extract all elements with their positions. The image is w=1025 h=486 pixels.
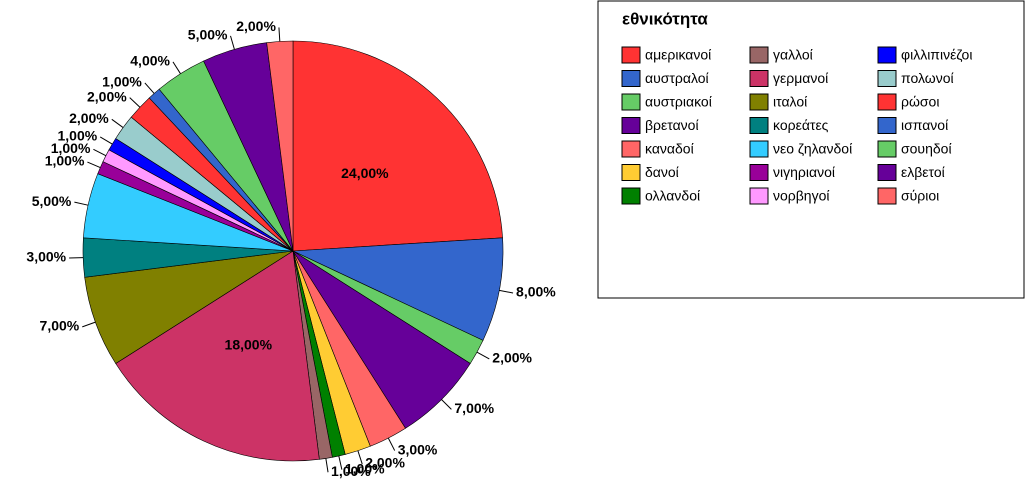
legend-label: πολωνοί — [901, 70, 954, 86]
legend-swatch — [749, 70, 769, 87]
leader-line — [111, 118, 124, 128]
pie-slice — [292, 237, 504, 341]
legend-label: ρώσοι — [901, 94, 939, 110]
data-label: 18,00% — [225, 337, 273, 353]
legend-swatch — [621, 187, 641, 205]
data-label: 1,00% — [51, 140, 91, 156]
data-label: 2,00% — [236, 18, 276, 34]
leader-line — [82, 321, 96, 328]
legend-label: αμερικανοί — [645, 47, 711, 63]
legend-label: νορβηγοί — [773, 188, 830, 204]
data-label: 2,00% — [69, 110, 109, 126]
leader-line — [129, 97, 141, 108]
legend-label: γαλλοί — [773, 47, 813, 63]
legend-swatch — [749, 187, 769, 205]
legend-box — [597, 0, 1025, 299]
leader-line — [325, 458, 329, 473]
legend-label: δανοί — [645, 164, 679, 180]
legend-swatch — [877, 93, 897, 111]
leader-line — [172, 61, 181, 74]
data-label: 5,00% — [32, 193, 72, 209]
pie-slice — [115, 250, 320, 462]
legend-swatch — [749, 140, 769, 158]
legend-label: ελβετοί — [901, 164, 945, 180]
chart-title: εθνικότητα — [622, 9, 708, 28]
legend-swatch — [877, 117, 897, 134]
data-label: 3,00% — [26, 249, 66, 265]
legend-swatch — [621, 70, 641, 87]
pie-slice — [292, 40, 503, 252]
legend-swatch — [621, 46, 641, 64]
legend-label: σουηδοί — [901, 141, 952, 157]
legend-label: σύριοι — [901, 188, 939, 204]
legend-label: καναδοί — [645, 141, 694, 157]
leader-line — [499, 289, 514, 294]
legend-swatch — [621, 93, 641, 111]
data-label: 2,00% — [87, 88, 127, 104]
legend-swatch — [621, 140, 641, 158]
legend-swatch — [877, 164, 897, 181]
data-label: 4,00% — [130, 53, 170, 69]
legend-swatch — [749, 117, 769, 134]
legend-swatch — [621, 164, 641, 181]
legend-swatch — [621, 117, 641, 134]
legend-swatch — [877, 46, 897, 64]
data-label: 24,00% — [341, 165, 389, 181]
leader-line — [357, 450, 363, 465]
legend-label: ολλανδοί — [645, 188, 700, 204]
leader-line — [476, 351, 490, 360]
data-label: 1,00% — [102, 74, 142, 90]
data-label: 1,00% — [45, 153, 85, 169]
legend-swatch — [877, 140, 897, 158]
legend-label: νιγηριανοί — [773, 164, 835, 180]
legend-label: γερμανοί — [773, 70, 828, 86]
legend-swatch — [749, 46, 769, 64]
leader-line — [387, 437, 396, 451]
legend-swatch — [877, 70, 897, 87]
leader-line — [144, 82, 155, 94]
data-label: 5,00% — [188, 27, 228, 43]
legend-label: ιταλοί — [773, 94, 807, 110]
leader-line — [87, 161, 101, 169]
legend-swatch — [749, 164, 769, 181]
legend-label: κορεάτες — [773, 117, 829, 133]
data-label: 2,00% — [365, 455, 405, 471]
leader-line — [230, 35, 235, 50]
data-label: 1,00% — [331, 463, 371, 479]
legend-label: νεο ζηλανδοί — [773, 141, 852, 157]
data-label: 2,00% — [492, 350, 532, 366]
data-label: 8,00% — [516, 284, 556, 300]
leader-line — [99, 136, 113, 145]
data-label: 1,00% — [57, 128, 97, 144]
data-label: 7,00% — [454, 400, 494, 416]
legend-label: αυστριακοί — [645, 94, 712, 110]
legend-label: ισπανοί — [901, 117, 948, 133]
leader-line — [338, 455, 343, 470]
leader-line — [278, 27, 281, 42]
leader-line — [93, 148, 107, 157]
legend-label: φιλλιπινέζοι — [901, 47, 972, 63]
legend-swatch — [877, 187, 897, 205]
legend-label: βρετανοί — [645, 117, 699, 133]
legend-label: αυστραλοί — [645, 70, 709, 86]
data-label: 3,00% — [398, 441, 438, 457]
legend-swatch — [749, 93, 769, 111]
data-label: 1,00% — [345, 460, 385, 476]
data-label: 7,00% — [40, 318, 80, 334]
leader-line — [441, 399, 452, 410]
leader-line — [74, 201, 89, 206]
